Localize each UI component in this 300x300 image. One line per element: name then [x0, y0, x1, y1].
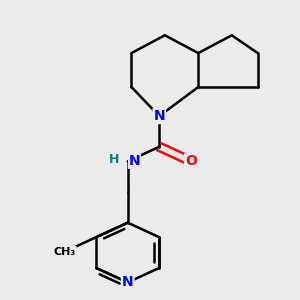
- Text: CH₃: CH₃: [53, 247, 76, 257]
- Text: N: N: [122, 275, 134, 290]
- Text: H: H: [108, 153, 119, 166]
- Text: N: N: [154, 109, 165, 123]
- Text: O: O: [185, 154, 197, 168]
- Text: N: N: [129, 154, 140, 168]
